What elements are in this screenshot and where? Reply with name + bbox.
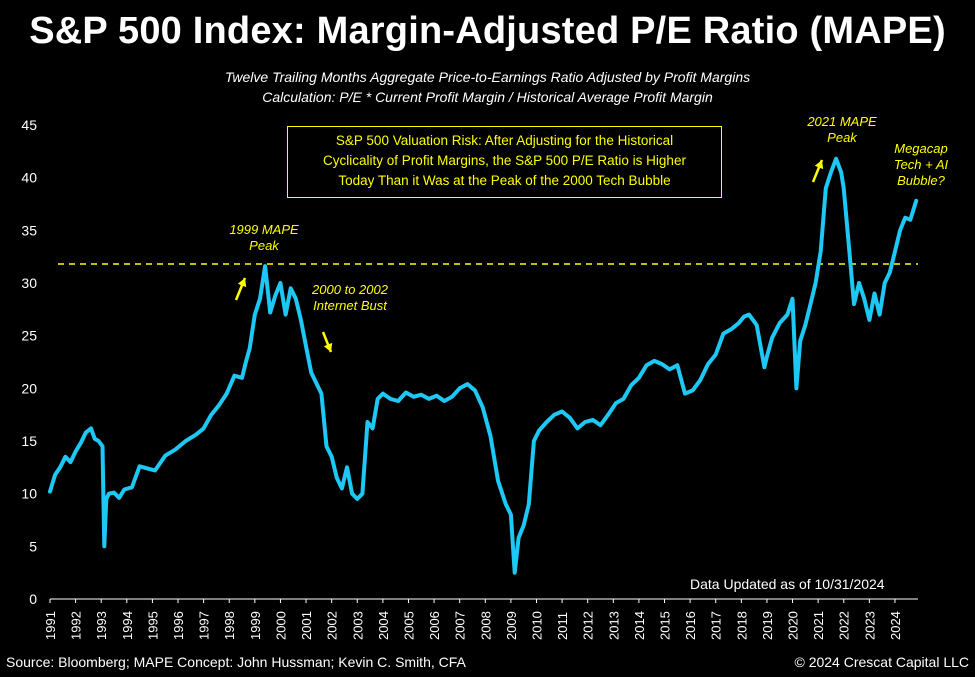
y-tick-label: 10 bbox=[21, 486, 37, 502]
chart-subtitle-line1: Twelve Trailing Months Aggregate Price-t… bbox=[224, 69, 751, 85]
arrow-2021-peak bbox=[811, 159, 824, 183]
annotation-2021-peak-line1: 2021 MAPE bbox=[807, 114, 877, 129]
x-tick-label: 1995 bbox=[145, 611, 160, 640]
y-tick-label: 30 bbox=[21, 275, 37, 291]
x-tick-label: 2012 bbox=[581, 611, 596, 640]
x-tick-label: 1998 bbox=[222, 611, 237, 640]
x-tick-label: 2013 bbox=[606, 611, 621, 640]
annotation-internet-bust-line2: Internet Bust bbox=[313, 298, 387, 313]
note-line1: S&P 500 Valuation Risk: After Adjusting … bbox=[335, 133, 674, 148]
annotation-megacap-line3: Bubble? bbox=[897, 173, 945, 188]
x-tick-label: 2018 bbox=[734, 611, 749, 640]
x-tick-label: 2004 bbox=[376, 611, 391, 640]
x-tick-label: 1994 bbox=[120, 611, 135, 640]
annotation-internet-bust-line1: 2000 to 2002 bbox=[312, 282, 388, 297]
x-tick-label: 2015 bbox=[658, 611, 673, 640]
x-tick-label: 2023 bbox=[862, 611, 877, 640]
y-tick-label: 5 bbox=[29, 538, 37, 554]
x-tick-label: 1993 bbox=[94, 611, 109, 640]
x-tick-label: 2001 bbox=[299, 611, 314, 640]
x-tick-label: 2007 bbox=[453, 611, 468, 640]
annotation-megacap-line1: Megacap bbox=[894, 141, 948, 156]
data-updated-label: Data Updated as of 10/31/2024 bbox=[690, 576, 885, 592]
source-footer: Source: Bloomberg; MAPE Concept: John Hu… bbox=[6, 654, 466, 670]
x-tick-label: 2024 bbox=[888, 611, 903, 640]
note-line2: Cyclicality of Profit Margins, the S&P 5… bbox=[323, 153, 686, 168]
x-tick-label: 2014 bbox=[632, 611, 647, 640]
x-tick-label: 2016 bbox=[683, 611, 698, 640]
valuation-risk-note-box: S&P 500 Valuation Risk: After Adjusting … bbox=[287, 126, 722, 198]
x-tick-label: 2017 bbox=[709, 611, 724, 640]
annotation-2021-peak-line2: Peak bbox=[827, 130, 857, 145]
arrow-internet-bust bbox=[321, 331, 333, 353]
note-line3: Today Than it Was at the Peak of the 200… bbox=[338, 173, 671, 188]
x-tick-label: 2020 bbox=[786, 611, 801, 640]
y-tick-label: 15 bbox=[21, 433, 37, 449]
annotation-megacap-bubble: Megacap Tech + AI Bubble? bbox=[876, 141, 966, 189]
x-tick-label: 2008 bbox=[478, 611, 493, 640]
x-tick-label: 2021 bbox=[811, 611, 826, 640]
chart-subtitle-line2: Calculation: P/E * Current Profit Margin… bbox=[262, 89, 713, 105]
y-tick-label: 45 bbox=[21, 117, 37, 133]
copyright-footer: © 2024 Crescat Capital LLC bbox=[794, 654, 969, 670]
mape-series-line bbox=[48, 156, 919, 575]
y-tick-label: 0 bbox=[29, 591, 37, 607]
chart-title: S&P 500 Index: Margin-Adjusted P/E Ratio… bbox=[29, 10, 946, 52]
y-tick-label: 40 bbox=[21, 170, 37, 186]
y-tick-label: 35 bbox=[21, 222, 37, 238]
x-tick-label: 1996 bbox=[171, 611, 186, 640]
x-tick-label: 2003 bbox=[350, 611, 365, 640]
arrow-1999-peak bbox=[234, 277, 247, 301]
x-tick-label: 2005 bbox=[401, 611, 416, 640]
x-tick-label: 1992 bbox=[69, 611, 84, 640]
annotation-megacap-line2: Tech + AI bbox=[893, 157, 949, 172]
x-tick-label: 2000 bbox=[273, 611, 288, 640]
annotation-1999-peak-line1: 1999 MAPE bbox=[229, 222, 299, 237]
x-tick-label: 2009 bbox=[504, 611, 519, 640]
x-tick-label: 2002 bbox=[325, 611, 340, 640]
annotation-2021-peak: 2021 MAPE Peak bbox=[792, 114, 892, 146]
y-tick-label: 20 bbox=[21, 380, 37, 396]
x-tick-label: 2006 bbox=[427, 611, 442, 640]
x-tick-label: 2011 bbox=[555, 612, 570, 640]
annotation-1999-peak-line2: Peak bbox=[249, 238, 279, 253]
y-tick-label: 25 bbox=[21, 328, 37, 344]
annotation-internet-bust: 2000 to 2002 Internet Bust bbox=[296, 282, 404, 314]
annotation-1999-peak: 1999 MAPE Peak bbox=[214, 222, 314, 254]
x-tick-label: 2010 bbox=[529, 611, 544, 640]
x-tick-label: 2019 bbox=[760, 611, 775, 640]
x-tick-label: 1997 bbox=[197, 611, 212, 640]
x-tick-label: 1991 bbox=[43, 611, 58, 640]
x-tick-label: 1999 bbox=[248, 611, 263, 640]
x-tick-label: 2022 bbox=[837, 611, 852, 640]
